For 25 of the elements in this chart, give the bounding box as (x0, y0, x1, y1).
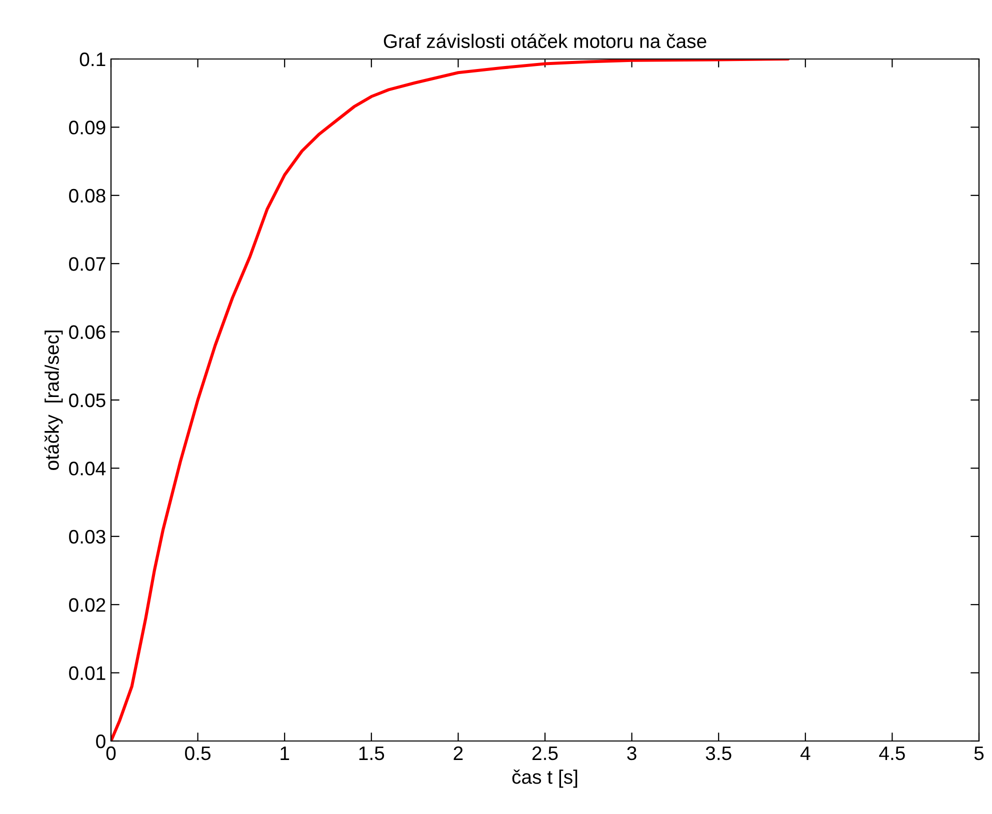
x-tick-label: 5 (974, 746, 984, 760)
y-tick-label: 0.1 (80, 52, 106, 66)
y-tick-label: 0.01 (69, 666, 106, 680)
y-tick-label: 0.03 (69, 530, 106, 544)
x-tick-label: 1.5 (359, 746, 384, 760)
y-tick-label: 0.06 (69, 325, 106, 340)
y-tick-label: 0.05 (69, 393, 106, 408)
y-tick-label: 0.09 (69, 120, 106, 134)
y-tick-label: 0.07 (69, 257, 106, 271)
x-tick-label: 2 (454, 746, 463, 760)
y-tick-label: 0.04 (69, 462, 106, 476)
x-tick-label: 1 (280, 746, 290, 760)
x-tick-label: 4 (800, 746, 810, 760)
y-tick-label: 0 (96, 734, 106, 748)
chart-title: Graf závislosti otáček motoru na čase (384, 34, 706, 48)
x-tick-label: 3 (627, 746, 636, 760)
x-tick-label: 0 (106, 746, 116, 760)
y-tick-label: 0.02 (69, 598, 106, 612)
y-axis-title: otáčky [rad/sec] (44, 330, 63, 470)
x-tick-label: 2.5 (532, 746, 558, 760)
x-axis-title: čas t [s] (512, 770, 578, 788)
x-tick-label: 3.5 (706, 746, 732, 760)
y-tick-label: 0.08 (69, 188, 106, 203)
x-tick-label: 0.5 (185, 746, 210, 760)
x-tick-label: 4.5 (879, 746, 905, 760)
